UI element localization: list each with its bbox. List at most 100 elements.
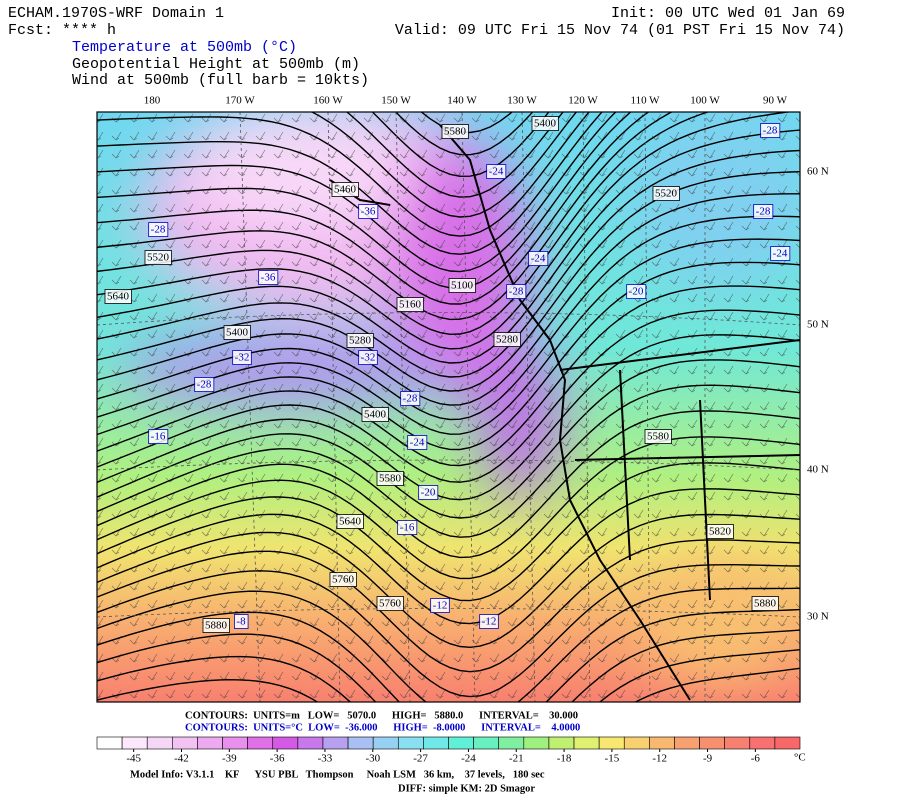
height-label: 5580 bbox=[441, 124, 469, 139]
height-label: 5280 bbox=[493, 332, 521, 347]
height-label: 5160 bbox=[396, 297, 424, 312]
height-label: 5580 bbox=[376, 471, 404, 486]
temperature-label: -28 bbox=[760, 123, 781, 138]
contour-line bbox=[97, 539, 800, 673]
colorbar-box bbox=[749, 736, 776, 750]
height-label-text: 5580 bbox=[444, 126, 467, 138]
colorbar-box bbox=[448, 736, 474, 750]
contour-line bbox=[97, 112, 674, 321]
temperature-label: -16 bbox=[397, 520, 418, 535]
colorbar-box bbox=[172, 736, 198, 750]
contour-line bbox=[97, 112, 650, 305]
height-label-text: 5280 bbox=[349, 335, 372, 347]
colorbar-label: -39 bbox=[222, 753, 237, 765]
longitude-label: 90 W bbox=[763, 95, 788, 107]
height-label-text: 5760 bbox=[332, 574, 355, 586]
height-label-box bbox=[202, 618, 230, 633]
contour-info: CONTOURS: UNITS=°C LOW= -36.000 HIGH= -8… bbox=[185, 722, 580, 733]
temperature-label-text: -36 bbox=[261, 272, 276, 284]
height-label-box bbox=[531, 116, 559, 131]
temperature-label-text: -28 bbox=[403, 393, 418, 405]
temperature-label-text: -12 bbox=[482, 616, 497, 628]
contour-line bbox=[97, 608, 800, 702]
temperature-label-box bbox=[194, 377, 215, 392]
contour-line bbox=[97, 667, 800, 702]
contour-line bbox=[97, 488, 800, 625]
colorbar-box bbox=[523, 736, 550, 750]
temperature-label: -24 bbox=[528, 251, 549, 266]
colorbar-label: -12 bbox=[652, 753, 667, 765]
temperature-label-box bbox=[407, 435, 428, 450]
temperature-label: -24 bbox=[486, 164, 507, 179]
temperature-label: -36 bbox=[258, 270, 279, 285]
height-label-box bbox=[104, 289, 132, 304]
temperature-label: -28 bbox=[753, 204, 774, 219]
temperature-label-text: -28 bbox=[151, 224, 166, 236]
colorbar-box bbox=[121, 736, 148, 750]
contour-line bbox=[97, 261, 800, 451]
temperature-label: -28 bbox=[194, 377, 215, 392]
temperature-label-box bbox=[479, 614, 499, 629]
colorbar-label: -36 bbox=[270, 753, 285, 765]
temperature-label: -32 bbox=[232, 350, 252, 365]
height-label-box bbox=[751, 596, 779, 611]
contour-line bbox=[97, 629, 800, 702]
colorbar-box bbox=[498, 736, 525, 750]
map bbox=[97, 112, 800, 702]
longitude-label: 130 W bbox=[507, 95, 537, 107]
colorbar-box bbox=[674, 736, 700, 750]
height-label-box bbox=[223, 325, 251, 340]
colorbar-box bbox=[197, 736, 223, 750]
colorbar-box bbox=[146, 736, 173, 750]
colorbar-label: -45 bbox=[126, 753, 141, 765]
temperature-label: -32 bbox=[358, 350, 378, 365]
temperature-label-box bbox=[148, 429, 169, 444]
contour-line bbox=[97, 587, 800, 702]
temperature-label: -36 bbox=[358, 204, 379, 219]
temperature-label-box bbox=[753, 204, 774, 219]
height-label-box bbox=[493, 332, 521, 347]
height-label-text: 5520 bbox=[655, 188, 678, 200]
height-label-text: 5160 bbox=[399, 299, 422, 311]
temperature-label-text: -28 bbox=[509, 286, 524, 298]
temperature-label: -28 bbox=[400, 391, 421, 406]
height-label: 5880 bbox=[751, 596, 779, 611]
height-label: 5400 bbox=[361, 407, 389, 422]
height-label: 5580 bbox=[644, 429, 672, 444]
contour-line bbox=[97, 410, 800, 559]
colorbar-box bbox=[372, 736, 399, 750]
height-label: 5760 bbox=[329, 572, 357, 587]
longitude-label: 140 W bbox=[447, 95, 477, 107]
temperature-label-box bbox=[148, 222, 169, 237]
map-frame bbox=[96, 111, 801, 703]
height-label-box bbox=[331, 182, 359, 197]
temperature-label: -16 bbox=[148, 429, 169, 444]
temperature-label: -20 bbox=[626, 284, 647, 299]
height-label-text: 5580 bbox=[379, 473, 402, 485]
longitude-label: 150 W bbox=[381, 95, 411, 107]
init-time: Init: 00 UTC Wed 01 Jan 69 bbox=[611, 5, 845, 22]
height-label-box bbox=[448, 278, 476, 293]
colorbar-box bbox=[598, 736, 625, 750]
contour-line bbox=[97, 193, 800, 406]
temperature-label-box bbox=[430, 598, 450, 613]
colorbar-label: -18 bbox=[557, 753, 572, 765]
colorbar-box bbox=[774, 736, 801, 750]
height-label-box bbox=[396, 297, 424, 312]
temperature-label: -20 bbox=[418, 485, 439, 500]
temperature-label-box bbox=[486, 164, 507, 179]
temperature-label-box bbox=[234, 614, 249, 629]
colorbar-label: -9 bbox=[703, 753, 713, 765]
height-label: 5100 bbox=[448, 278, 476, 293]
colorbar-box bbox=[247, 736, 274, 750]
height-contours bbox=[97, 112, 800, 702]
temperature-label-text: -24 bbox=[531, 253, 546, 265]
temperature-label: -24 bbox=[770, 246, 791, 261]
colorbar-box bbox=[347, 736, 374, 750]
temperature-label-text: -28 bbox=[197, 379, 212, 391]
temperature-label-box bbox=[400, 391, 421, 406]
temperature-label-box bbox=[418, 485, 439, 500]
colorbar-box bbox=[699, 736, 725, 750]
contour-line bbox=[97, 129, 800, 364]
